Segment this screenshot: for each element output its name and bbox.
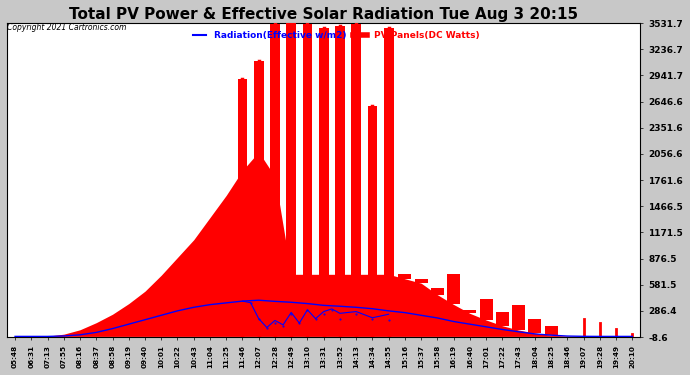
Text: Copyright 2021 Cartronics.com: Copyright 2021 Cartronics.com [7,23,126,32]
Title: Total PV Power & Effective Solar Radiation Tue Aug 3 20:15: Total PV Power & Effective Solar Radiati… [69,7,578,22]
Legend: Radiation(Effective w/m2), PV Panels(DC Watts): Radiation(Effective w/m2), PV Panels(DC … [189,28,484,44]
